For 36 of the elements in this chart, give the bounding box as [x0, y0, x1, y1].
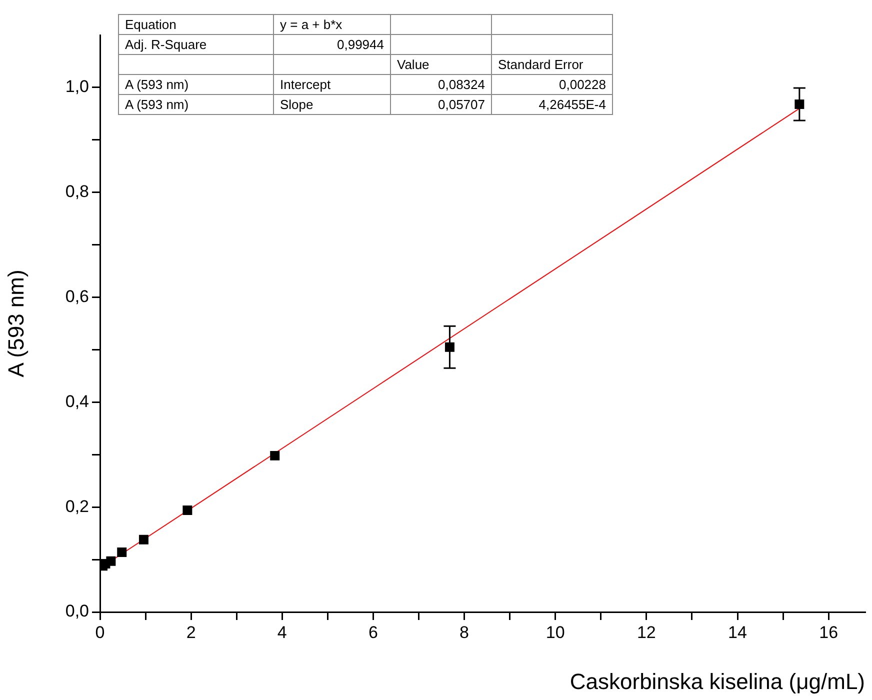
annotation: 0,99944	[274, 34, 390, 54]
x-tick-label: 6	[368, 622, 378, 642]
point	[138, 534, 148, 544]
annotation: 0,08324	[390, 74, 492, 94]
y-tick-label: 0,8	[65, 182, 89, 202]
y-axis-title: A (593 nm)	[3, 270, 28, 378]
annotation: Intercept	[274, 74, 390, 94]
x-tick-label: 4	[277, 622, 287, 642]
x-axis-title: Caskorbinska kiselina (μg/mL)	[570, 668, 865, 694]
point	[270, 450, 280, 460]
text: y = a + b*x	[274, 14, 390, 34]
point	[182, 505, 192, 515]
x-tick-label: 8	[460, 622, 470, 642]
x-tick-label: 16	[819, 622, 838, 642]
annotation: 0,05707	[390, 94, 492, 114]
x-tick-label: 0	[95, 622, 105, 642]
annotation: Standard Error	[492, 54, 612, 74]
annotation: Value	[390, 54, 492, 74]
annotation: A (593 nm)	[118, 94, 274, 114]
x-tick-label: 2	[186, 622, 196, 642]
annotation: A (593 nm)	[118, 74, 274, 94]
y-tick-label: 0,4	[65, 392, 89, 411]
annotation: Slope	[274, 94, 390, 114]
point	[106, 556, 116, 566]
x-tick-label: 14	[728, 622, 747, 642]
y-tick-label: 0,0	[65, 602, 89, 621]
text: Equation	[118, 14, 274, 34]
x-tick-label: 10	[546, 622, 565, 642]
annotation: 0,00228	[492, 74, 612, 94]
y-tick-label: 0,6	[65, 286, 89, 306]
y-tick-label: 0,2	[65, 496, 89, 516]
annotation: Adj. R-Square	[118, 34, 274, 54]
point	[117, 547, 127, 557]
y-tick-label: 1,0	[65, 77, 89, 96]
annotation: 4,26455E-4	[492, 94, 612, 114]
x-tick-label: 12	[636, 622, 656, 642]
